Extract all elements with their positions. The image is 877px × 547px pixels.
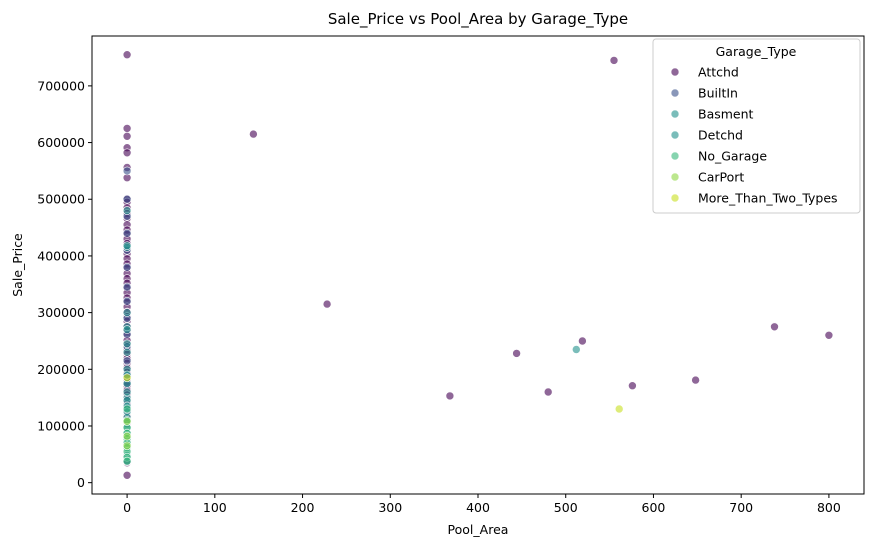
chart-title: Sale_Price vs Pool_Area by Garage_Type [328, 10, 628, 29]
series-More_Than_Two_Types [122, 373, 624, 414]
point-BuiltIn-6 [122, 282, 132, 292]
legend-marker-No_Garage [670, 151, 680, 161]
x-tick-label-3: 300 [378, 500, 402, 515]
legend-item-More_Than_Two_Types: More_Than_Two_Types [670, 191, 838, 206]
y-tick-label-6: 600000 [37, 135, 85, 150]
point-CarPort-1 [122, 431, 132, 441]
point-BuiltIn-3 [122, 229, 132, 238]
point-Attchd-66 [824, 330, 834, 340]
point-Attchd-62 [609, 56, 619, 65]
y-tick-label-4: 400000 [37, 248, 85, 263]
point-Detchd-19 [571, 345, 581, 354]
point-Attchd-64 [691, 375, 700, 385]
point-More_Than_Two_Types-1 [614, 404, 624, 414]
legend-marker-More_Than_Two_Types [670, 193, 680, 203]
point-More_Than_Two_Types-0 [122, 373, 132, 383]
point-BuiltIn-7 [122, 296, 132, 306]
series-CarPort [122, 417, 132, 451]
legend-marker-BuiltIn [670, 88, 680, 98]
x-tick-label-1: 100 [203, 500, 227, 515]
point-Detchd-2 [122, 308, 132, 317]
x-tick-label-5: 500 [554, 500, 578, 515]
y-axis: 0 100000 200000 300000 400000 500000 600000 700… [37, 78, 92, 490]
point-Attchd-58 [445, 391, 455, 401]
legend-label-BuiltIn: BuiltIn [698, 86, 738, 101]
legend-label-No_Garage: No_Garage [698, 149, 767, 164]
legend-marker-Attchd [670, 67, 680, 77]
x-axis: 0 100 200 300 400 500 600 700 800 [123, 494, 841, 515]
legend-item-Attchd: Attchd [670, 65, 739, 80]
legend-label-Detchd: Detchd [698, 128, 743, 143]
point-BuiltIn-11 [122, 356, 132, 366]
point-Detchd-4 [122, 347, 132, 357]
point-Attchd-0 [122, 50, 132, 60]
point-Attchd-1 [122, 124, 132, 133]
legend: Garage_Type Attchd BuiltIn Basment Detchd No… [652, 38, 861, 214]
point-BuiltIn-0 [122, 166, 132, 176]
point-Basment-2 [122, 339, 132, 349]
point-Attchd-56 [249, 129, 258, 139]
legend-item-Basment: Basment [670, 107, 754, 122]
legend-marker-Basment [670, 109, 680, 119]
point-Attchd-55 [122, 470, 132, 480]
legend-item-BuiltIn: BuiltIn [670, 86, 738, 101]
point-Detchd-3 [122, 325, 132, 334]
legend-marker-CarPort [670, 172, 680, 182]
legend-label-More_Than_Two_Types: More_Than_Two_Types [698, 191, 838, 206]
point-CarPort-0 [122, 417, 132, 426]
point-Attchd-61 [578, 336, 587, 346]
y-tick-label-3: 300000 [37, 305, 85, 320]
x-tick-label-7: 700 [729, 500, 753, 515]
x-tick-label-4: 400 [466, 500, 490, 515]
legend-label-CarPort: CarPort [698, 170, 744, 185]
point-Attchd-57 [322, 299, 332, 309]
point-Attchd-65 [770, 322, 779, 332]
plot-area [122, 50, 834, 480]
point-BuiltIn-1 [122, 194, 132, 204]
point-Detchd-6 [122, 387, 132, 397]
x-tick-label-2: 200 [291, 500, 315, 515]
point-Detchd-0 [122, 206, 132, 215]
legend-title: Garage_Type [716, 44, 797, 59]
legend-item-CarPort: CarPort [670, 170, 744, 185]
point-CarPort-2 [122, 441, 132, 451]
y-tick-label-0: 0 [77, 475, 85, 490]
point-Attchd-60 [543, 387, 553, 397]
point-Attchd-59 [512, 349, 521, 358]
point-No_Garage-9 [122, 456, 132, 466]
y-axis-label: Sale_Price [10, 233, 25, 297]
point-Attchd-2 [122, 132, 132, 141]
legend-box [652, 38, 861, 214]
legend-label-Attchd: Attchd [698, 65, 739, 80]
legend-items: Attchd BuiltIn Basment Detchd No_Garage CarPo… [670, 65, 838, 206]
point-No_Garage-0 [122, 404, 132, 414]
y-tick-label-5: 500000 [37, 192, 85, 207]
point-BuiltIn-5 [122, 262, 132, 272]
y-tick-label-2: 200000 [37, 362, 85, 377]
legend-label-Basment: Basment [698, 107, 754, 122]
point-Attchd-63 [628, 381, 637, 391]
legend-marker-Detchd [670, 130, 680, 140]
legend-item-No_Garage: No_Garage [670, 149, 767, 164]
series-Detchd [122, 206, 581, 467]
y-tick-label-1: 100000 [37, 418, 85, 433]
x-tick-label-6: 600 [642, 500, 666, 515]
x-tick-label-0: 0 [123, 500, 131, 515]
legend-item-Detchd: Detchd [670, 128, 743, 143]
x-tick-label-8: 800 [817, 500, 841, 515]
x-axis-label: Pool_Area [448, 522, 509, 537]
point-Attchd-4 [122, 148, 132, 158]
point-Detchd-1 [122, 241, 132, 250]
y-tick-label-7: 700000 [37, 78, 85, 93]
